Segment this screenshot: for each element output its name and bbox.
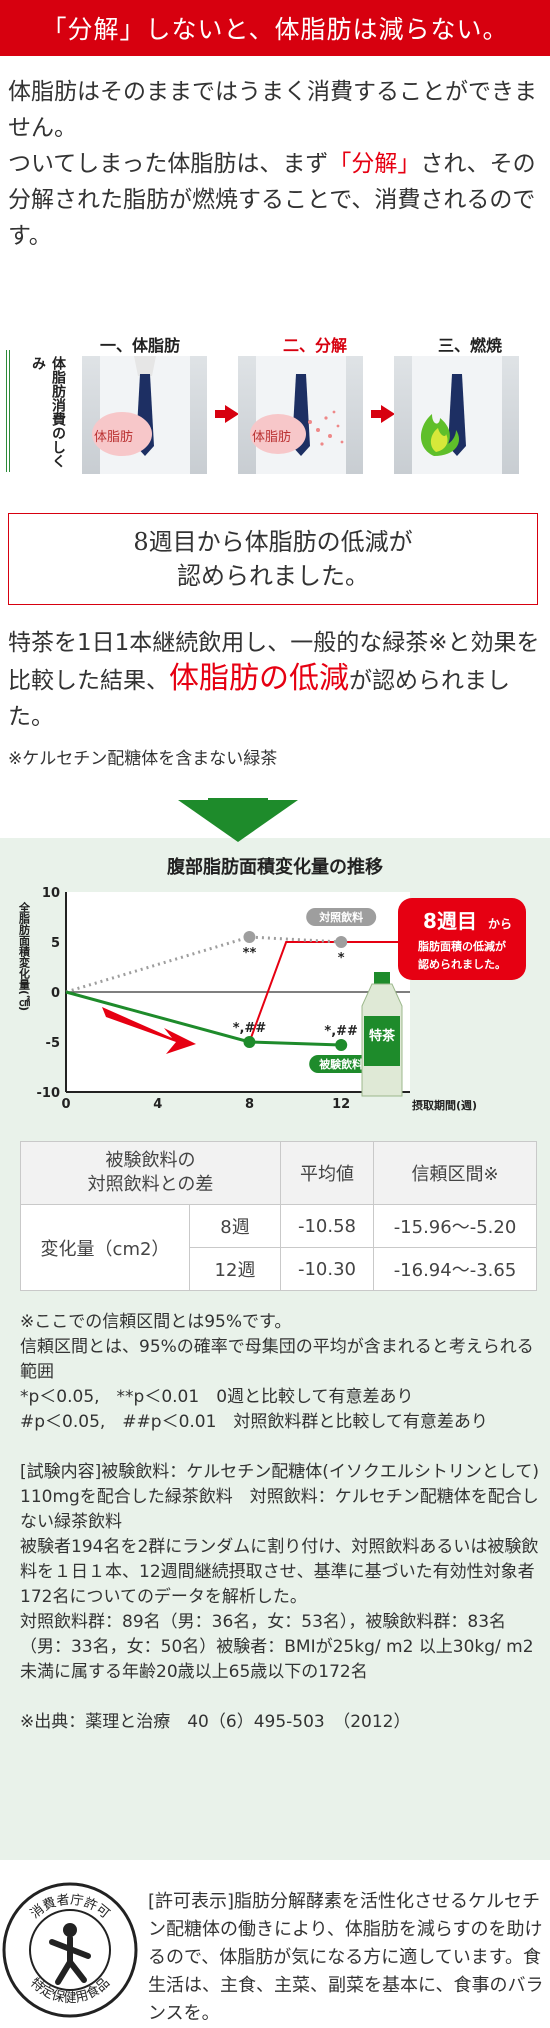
headline-box: 8週目から体脂肪の低減が 認められました。	[8, 513, 538, 605]
series-tag-bg	[309, 1055, 374, 1073]
y-tick-label: -5	[46, 1036, 60, 1051]
mechanism-side-rule	[6, 350, 20, 472]
x-tick-label: 0	[61, 1097, 70, 1112]
stage-image-1: 体脂肪	[82, 356, 207, 474]
chart-area: 10 5 0 -5 -10 0 4 8 12 摂取期間(週) 全脂肪面積変化量(㎠) ** * 対照飲料 *…	[0, 880, 550, 1120]
bottle-label	[364, 1016, 400, 1066]
headline-line-1: 8週目から体脂肪の低減が	[133, 528, 413, 556]
note-source: ※出典：薬理と治療 40（6）495-503 （2012）	[20, 1712, 411, 1732]
note-method: 被験者194名を2群にランダムに割り付け、対照飲料あるいは被験飲料を１日１本、1…	[20, 1537, 539, 1607]
table-header-diff: 被験飲料の 対照飲料との差	[20, 1141, 281, 1205]
x-tick-label: 4	[153, 1097, 162, 1112]
study-notes: ※ここでの信頼区間とは95%です。 信頼区間とは、95%の確率で母集団の平均が含…	[20, 1310, 540, 1735]
arrow-1-icon	[215, 405, 239, 423]
tokuho-mark: 消費者庁許可 特定保健用食品	[0, 1880, 140, 2020]
y-axis-label: 全脂肪面積変化量(㎠)	[18, 901, 32, 1011]
table-row-label: 変化量（cm2）	[20, 1204, 190, 1291]
man-torso-illustration	[92, 356, 190, 474]
table-cell-mean-12: -10.30	[280, 1247, 374, 1291]
note-ci: ※ここでの信頼区間とは95%です。	[20, 1312, 292, 1332]
intro-text: 体脂肪はそのままではうまく消費することができません。 ついてしまった体脂肪は、ま…	[8, 74, 544, 254]
man-torso-illustration	[250, 356, 346, 474]
result-emphasis: 体脂肪の低減	[169, 661, 349, 696]
data-point	[335, 936, 348, 948]
table-cell-ci-12: -16.94〜-3.65	[373, 1247, 537, 1291]
chart-title: 腹部脂肪面積変化量の推移	[167, 857, 383, 878]
callout-line-3: 認められました。	[418, 957, 506, 971]
down-arrow-icon	[178, 800, 298, 842]
results-table-wrap: 被験飲料の 対照飲料との差 平均値 信頼区間※ 変化量（cm2） 8週 -10.…	[20, 1141, 537, 1291]
series-tag-label: 被験飲料	[319, 1057, 363, 1071]
y-tick-label: 10	[42, 886, 60, 901]
stage-image-3	[394, 356, 519, 474]
intro-p2-part-a: ついてしまった体脂肪は、まず	[8, 151, 329, 177]
fat-badge-1: 体脂肪	[94, 430, 134, 445]
arrow-2-icon	[371, 405, 395, 423]
intro-paragraph-1: 体脂肪はそのままではうまく消費することができません。	[8, 79, 537, 141]
significance-mark: **	[243, 946, 257, 961]
y-tick-label: 5	[51, 936, 60, 951]
result-footnote: ※ケルセチン配糖体を含まない緑茶	[8, 749, 278, 769]
intro-paragraph-2: ついてしまった体脂肪は、まず「分解」され、その分解された脂肪が燃焼することで、消…	[8, 146, 544, 254]
note-subjects: 対照飲料群：89名（男：36名，女：53名），被験飲料群：83名（男：33名，女…	[20, 1612, 534, 1682]
table-header-ci: 信頼区間※	[373, 1141, 537, 1205]
note-study-content: [試験内容]被験飲料：ケルセチン配糖体(イソクエルシトリンとして) 110mgを…	[20, 1462, 540, 1532]
header-title: 「分解」しないと、体脂肪は減らない。	[41, 15, 509, 44]
callout-box	[398, 898, 526, 980]
result-text: 特茶を1日1本継続飲用し、一般的な緑茶※と効果を比較した結果、体脂肪の低減が認め…	[8, 625, 544, 735]
headline-line-2: 認められました。	[177, 562, 369, 590]
y-tick-label: 0	[51, 986, 60, 1001]
table-cell-mean-8: -10.58	[280, 1204, 374, 1248]
burning-flame-illustration	[412, 356, 502, 474]
result-part-b: が認められました。	[8, 668, 510, 730]
table-cell-week-8: 8週	[189, 1204, 281, 1248]
data-point	[243, 1036, 256, 1048]
note-significance-1: *p＜0.05, **p＜0.01 0週と比較して有意差あり	[20, 1387, 414, 1407]
table-header-mean: 平均値	[280, 1141, 374, 1205]
callout-line-2: 脂肪面積の低減が	[417, 939, 506, 953]
trend-arrow-icon	[102, 1007, 196, 1054]
data-point	[243, 931, 256, 943]
stage-title-3: 三、燃焼	[437, 336, 502, 355]
significance-mark: *,##	[324, 1024, 358, 1039]
fat-badge-2: 体脂肪	[252, 430, 292, 445]
page-header: 「分解」しないと、体脂肪は減らない。	[0, 0, 550, 56]
x-tick-label: 12	[332, 1097, 350, 1112]
y-tick-label: -10	[37, 1086, 61, 1101]
intro-p2-emphasis: 「分解」	[328, 151, 421, 177]
note-ci-definition: 信頼区間とは、95%の確率で母集団の平均が含まれると考えられる範囲	[20, 1337, 534, 1382]
intro-p2-part-b: され、その分解された脂肪が燃焼することで、消費されるのです。	[8, 151, 536, 249]
stage-image-2: 体脂肪	[238, 356, 363, 474]
table-cell-ci-8: -15.96〜-5.20	[373, 1204, 537, 1248]
significance-mark: *	[338, 951, 345, 966]
reduction-highlight-line	[248, 941, 410, 1043]
x-tick-label: 8	[245, 1097, 254, 1112]
result-part-a: 特茶を1日1本継続飲用し、一般的な緑茶※と効果を比較した結果、	[8, 630, 540, 694]
mechanism-side-label: 体脂肪消費のしくみ	[30, 356, 66, 468]
tokuho-seal-icon: 消費者庁許可 特定保健用食品	[2, 1882, 138, 2018]
callout-small: から	[488, 917, 512, 931]
series-line-1	[65, 935, 342, 994]
significance-mark: *,##	[233, 1021, 267, 1036]
stage-title-2: 二、分解	[282, 336, 347, 355]
series-tag-label: 対照飲料	[318, 910, 363, 924]
data-point	[335, 1039, 348, 1051]
note-significance-2: #p＜0.05, ##p＜0.01 対照飲料群と比較して有意差あり	[20, 1412, 488, 1432]
results-table: 被験飲料の 対照飲料との差 平均値 信頼区間※ 変化量（cm2） 8週 -10.…	[20, 1141, 537, 1291]
series-tag-bg	[306, 908, 377, 926]
bottle-brand: 特茶	[369, 1028, 396, 1044]
stage-title-1: 一、体脂肪	[99, 336, 180, 355]
callout-big: 8週目	[423, 909, 477, 933]
approval-statement: [許可表示]脂肪分解酵素を活性化させるケルセチン配糖体の働きにより、体脂肪を減ら…	[148, 1891, 544, 2024]
table-cell-week-12: 12週	[189, 1247, 281, 1291]
x-axis-label: 摂取期間(週)	[412, 1098, 477, 1112]
bottle-cap	[374, 972, 390, 984]
